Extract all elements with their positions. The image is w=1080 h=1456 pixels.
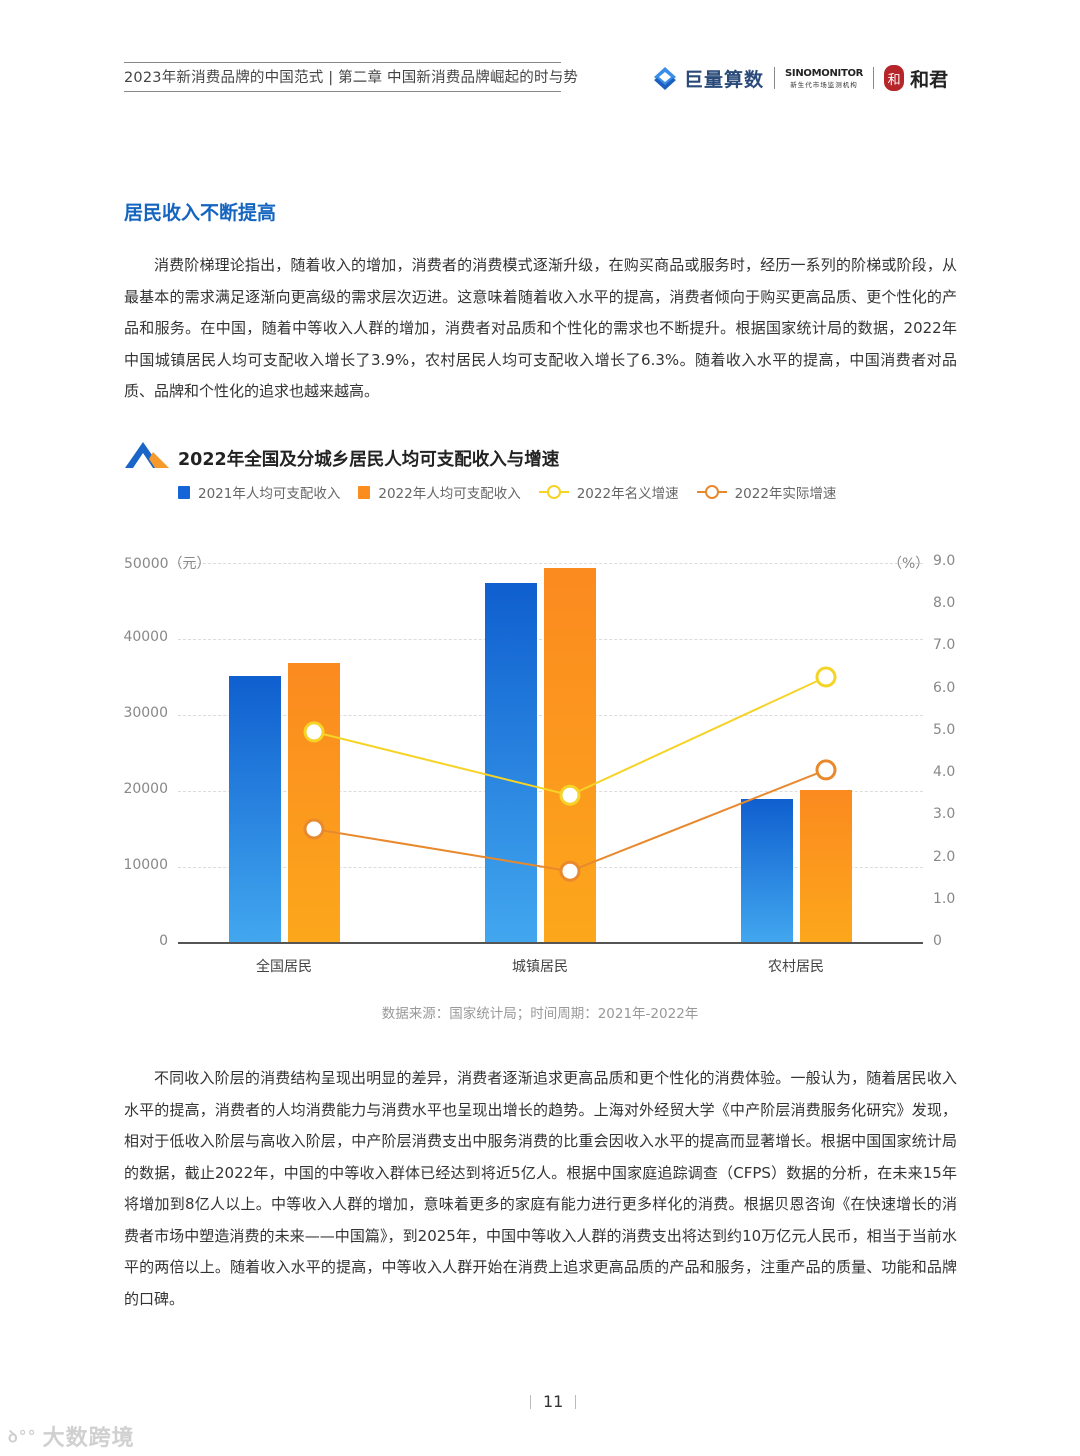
legend-line-marker-orange-icon — [696, 485, 727, 499]
legend-label: 2022年实际增速 — [734, 486, 837, 502]
header-logos: 巨量算数 SINOMONITOR 新生代市场监测机构 和 和君 — [652, 58, 948, 98]
bar-2022 — [288, 662, 340, 943]
watermark-text: 大数跨境 — [42, 1426, 135, 1451]
page-number-divider — [575, 1394, 577, 1409]
legend-item-nominal-growth: 2022年名义增速 — [538, 482, 679, 502]
x-axis-category-label: 全国居民 — [256, 959, 312, 975]
y-axis-right-tick: 7.0 — [933, 637, 956, 654]
bar-2022 — [544, 568, 596, 943]
gridline — [178, 563, 923, 564]
x-axis-category-label: 城镇居民 — [512, 959, 568, 975]
chart-legend: 2021年人均可支配收入 2022年人均可支配收入 2022年名义增速 2022… — [178, 482, 854, 502]
header-rule-bottom — [124, 91, 561, 92]
sinomonitor-subtext: 新生代市场监测机构 — [790, 80, 858, 89]
legend-item-2021-income: 2021年人均可支配收入 — [178, 482, 340, 502]
y-axis-left-tick: 30000 — [123, 705, 168, 721]
x-axis-line — [178, 942, 923, 944]
y-axis-left-tick: 10000 — [123, 857, 168, 873]
y-axis-right-tick: 9.0 — [933, 553, 956, 569]
y-axis-left-tick: 0 — [159, 933, 168, 949]
legend-label: 2022年人均可支配收入 — [378, 486, 521, 502]
y-axis-right-tick: 1.0 — [933, 890, 956, 907]
data-point-marker — [815, 759, 837, 781]
data-point-marker — [815, 666, 837, 688]
watermark-logo-icon: ꝺ°° — [8, 1427, 37, 1446]
juliang-logo: 巨量算数 — [652, 65, 764, 92]
page-number-divider — [530, 1394, 531, 1409]
legend-label: 2022年名义增速 — [576, 486, 679, 502]
y-axis-left-tick: 40000 — [123, 629, 168, 645]
y-axis-right-tick: 0 — [933, 933, 942, 949]
y-axis-right-tick: 4.0 — [933, 764, 956, 781]
y-axis-right-tick: 8.0 — [933, 595, 956, 612]
y-axis-right-tick: 2.0 — [933, 848, 956, 865]
y-axis-left-tick: 20000 — [123, 781, 168, 797]
y-axis-right-tick: 3.0 — [933, 806, 956, 823]
sinomonitor-logo: SINOMONITOR 新生代市场监测机构 — [785, 68, 863, 89]
hejun-seal-icon: 和 — [884, 65, 905, 91]
legend-swatch-blue — [178, 485, 190, 499]
legend-item-2022-income: 2022年人均可支配收入 — [358, 482, 521, 502]
y-axis-right-tick: 5.0 — [933, 721, 956, 738]
header-rule-top — [124, 62, 561, 63]
body-paragraph-2: 不同收入阶层的消费结构呈现出明显的差异，消费者逐渐追求更高品质和更个性化的消费体… — [124, 1069, 957, 1308]
juliang-diamond-icon — [654, 67, 676, 90]
legend-swatch-orange — [358, 485, 371, 499]
watermark: ꝺ°° 大数跨境 — [8, 1420, 135, 1452]
hejun-text: 和君 — [910, 68, 949, 91]
chart-title: 2022年全国及分城乡居民人均可支配收入与增速 — [178, 450, 560, 470]
page-number: 11 — [518, 1392, 588, 1411]
header-title: 2023年新消费品牌的中国范式 | 第二章 中国新消费品牌崛起的时与势 — [124, 70, 579, 86]
bar-2022 — [800, 789, 852, 943]
logo-divider — [774, 67, 776, 89]
hejun-logo: 和 和君 — [884, 65, 948, 92]
logo-divider — [873, 67, 875, 89]
bar-2021 — [229, 676, 281, 943]
y-axis-right-tick: 6.0 — [933, 679, 956, 696]
bar-2021 — [741, 799, 793, 943]
legend-line-marker-yellow-icon — [538, 485, 569, 499]
legend-label: 2021年人均可支配收入 — [198, 486, 341, 502]
legend-item-real-growth: 2022年实际增速 — [696, 482, 837, 502]
y-axis-left-tick: 50000（元） — [124, 556, 211, 572]
y-axis-right-unit: （%） — [888, 556, 930, 572]
juliang-logo-text: 巨量算数 — [684, 68, 765, 91]
section-title: 居民收入不断提高 — [124, 202, 277, 224]
page-number-text: 11 — [543, 1392, 564, 1411]
sinomonitor-text: SINOMONITOR — [785, 67, 864, 79]
x-axis-category-label: 农村居民 — [768, 959, 824, 975]
chart-title-icon — [125, 442, 169, 468]
bar-2021 — [485, 582, 537, 943]
body-paragraph-1: 消费阶梯理论指出，随着收入的增加，消费者的消费模式逐渐升级，在购买商品或服务时，… — [124, 256, 957, 400]
chart-source-note: 数据来源：国家统计局；时间周期：2021年-2022年 — [381, 1006, 699, 1022]
